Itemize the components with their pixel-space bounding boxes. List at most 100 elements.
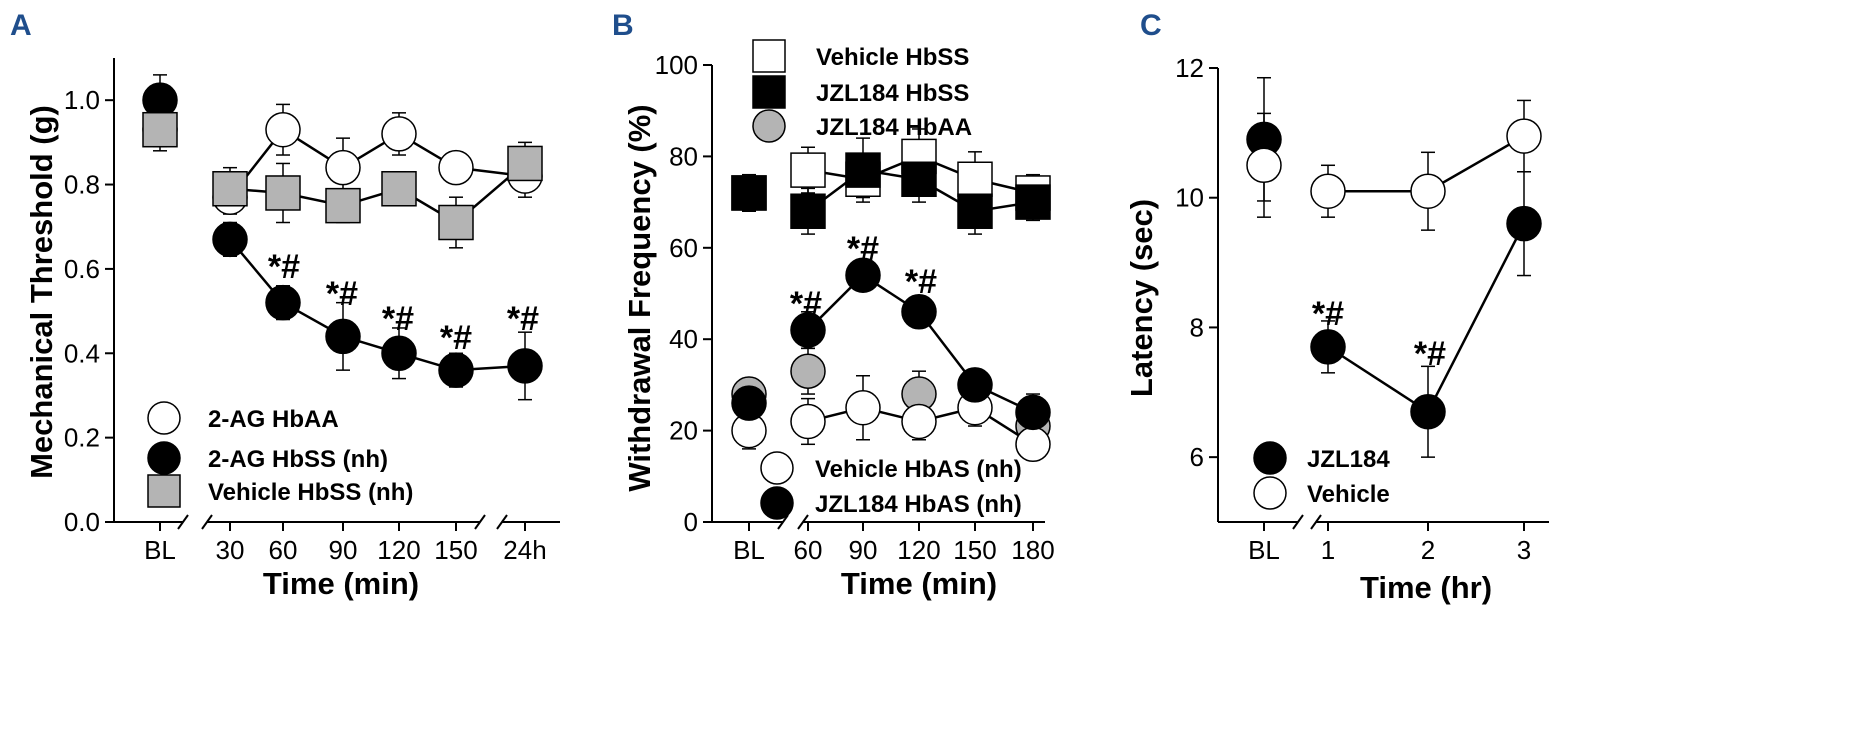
- data-point-jzl184-2: [1410, 393, 1446, 430]
- data-point-2-ag-hbss-nh-120: [381, 335, 417, 372]
- x-tick-label-30: 30: [216, 535, 245, 565]
- y-tick-label: 10: [1175, 183, 1204, 213]
- data-point-2-ag-hbss-nh-30: [212, 221, 248, 258]
- significance-annotation: *#: [382, 300, 414, 338]
- axis-break-mark: [777, 514, 789, 530]
- panel-letter-b: B: [612, 9, 634, 42]
- y-axis-title: Mechanical Threshold (g): [24, 105, 59, 479]
- y-tick-label: 0.0: [64, 507, 100, 537]
- data-point-vehicle-1: [1310, 173, 1346, 209]
- axis-break-mark: [797, 514, 809, 530]
- y-tick-label: 20: [669, 416, 698, 446]
- legend-label-vehicle-hbas-nh: Vehicle HbAS (nh): [815, 456, 1022, 483]
- data-point-vehicle-hbss-nh-150: [438, 204, 474, 241]
- x-tick-label-180: 180: [1011, 535, 1054, 565]
- panel-a: A 0.0 0.2 0.4 0.6 0.8 1.0 BL 30 60 90 120 150 24h Mech…: [10, 9, 560, 601]
- data-point-jzl184-hbas-nh-60: [790, 312, 826, 348]
- series-jzl184: [1257, 76, 1531, 458]
- axis-break-mark: [496, 514, 508, 530]
- series-vehicle: [1257, 99, 1531, 231]
- y-tick-label: 0.4: [64, 338, 100, 368]
- legend-label-2-ag-hbss-nh: 2-AG HbSS (nh): [208, 446, 388, 473]
- series-vehicle-hbas-nh: [742, 375, 1040, 459]
- data-point-2-ag-hbss-nh-90: [325, 318, 361, 355]
- x-tick-label-3: 3: [1517, 535, 1531, 565]
- data-point-vehicle-bl: [1246, 147, 1282, 184]
- y-tick-label: 0.8: [64, 170, 100, 200]
- data-point-jzl184-hbss-90: [845, 152, 881, 188]
- x-tick-label-120: 120: [897, 535, 940, 565]
- data-point-vehicle-hbas-nh-90: [845, 390, 881, 426]
- legend-label-vehicle-hbss: Vehicle HbSS: [816, 44, 969, 71]
- data-point-vehicle-2: [1410, 173, 1446, 209]
- legend-marker-2-ag-hbaa: [147, 401, 181, 435]
- legend-marker-2-ag-hbss-nh: [147, 441, 181, 475]
- data-point-2-ag-hbss-nh-24h: [507, 348, 543, 384]
- data-point-vehicle-hbss-nh-30: [212, 171, 248, 207]
- y-tick-label: 60: [669, 233, 698, 263]
- x-tick-label-bl: BL: [733, 535, 765, 565]
- panel-b: B 0 20 40 60 80 100 BL 60 90 120 150 180 Withdrawal F…: [612, 9, 1055, 601]
- axis-break-mark: [1310, 514, 1322, 530]
- data-point-jzl184-hbss-150: [957, 193, 993, 229]
- x-tick-label-120: 120: [377, 535, 420, 565]
- data-point-2-ag-hbaa-150: [438, 149, 474, 186]
- data-point-vehicle-hbss-60: [790, 152, 826, 188]
- y-tick-label: 0.2: [64, 423, 100, 453]
- data-point-jzl184-hbss-180: [1015, 184, 1051, 220]
- legend-label-vehicle-hbss-nh: Vehicle HbSS (nh): [208, 479, 413, 506]
- series-jzl184-hbss: [742, 137, 1040, 235]
- data-point-jzl184-hbaa-60: [790, 353, 826, 389]
- legend-label-vehicle: Vehicle: [1307, 481, 1390, 508]
- legend-marker-vehicle: [1253, 476, 1287, 510]
- y-tick-label: 0.6: [64, 254, 100, 284]
- legend-marker-vehicle-hbss: [752, 39, 786, 73]
- data-point-vehicle-3: [1506, 118, 1542, 154]
- x-tick-label-2: 2: [1421, 535, 1435, 565]
- data-point-jzl184-3: [1506, 205, 1542, 242]
- panel-letter-a: A: [10, 9, 32, 42]
- y-axis-title: Withdrawal Frequency (%): [622, 104, 657, 491]
- legend-label-jzl184-hbas-nh: JZL184 HbAS (nh): [815, 491, 1022, 518]
- legend-marker-vehicle-hbss-nh: [147, 474, 181, 508]
- data-point-2-ag-hbaa-60: [265, 111, 301, 148]
- significance-annotation: *#: [507, 300, 539, 338]
- legend-label-jzl184-hbss: JZL184 HbSS: [816, 80, 969, 107]
- x-tick-label-24h: 24h: [503, 535, 546, 565]
- legend-label-2-ag-hbaa: 2-AG HbAA: [208, 406, 339, 433]
- significance-annotation: *#: [326, 275, 358, 313]
- y-tick-label: 100: [655, 50, 698, 80]
- x-axis-title: Time (min): [263, 566, 419, 601]
- axis-break-mark: [177, 514, 189, 530]
- data-point-vehicle-hbss-nh-bl: [142, 111, 178, 148]
- data-point-vehicle-hbss-nh-60: [265, 175, 301, 211]
- significance-annotation: *#: [847, 230, 879, 268]
- significance-annotation: *#: [1312, 295, 1344, 333]
- data-point-vehicle-hbss-nh-120: [381, 171, 417, 207]
- data-point-jzl184-hbas-nh-90: [845, 257, 881, 293]
- y-tick-label: 0: [684, 507, 698, 537]
- x-axis-title: Time (min): [841, 566, 997, 601]
- legend-marker-jzl184-hbaa: [752, 109, 786, 143]
- data-point-vehicle-hbss-nh-24h: [507, 145, 543, 182]
- data-point-2-ag-hbss-nh-60: [265, 284, 301, 321]
- axis-break-mark: [201, 514, 213, 530]
- series-jzl184-hbas-nh: [742, 260, 1040, 432]
- significance-annotation: *#: [790, 285, 822, 323]
- x-axis-title: Time (hr): [1360, 570, 1492, 605]
- data-point-2-ag-hbaa-90: [325, 149, 361, 186]
- data-point-2-ag-hbaa-120: [381, 116, 417, 152]
- significance-annotation: *#: [440, 319, 472, 357]
- legend-marker-jzl184-hbss: [752, 75, 786, 109]
- legend-a: 2-AG HbAA 2-AG HbSS (nh) Vehicle HbSS (nh): [147, 401, 413, 508]
- data-point-jzl184-hbss-bl: [731, 175, 767, 211]
- legend-marker-vehicle-hbas-nh: [760, 451, 794, 485]
- series-line-jzl184: [1327, 223, 1526, 414]
- axis-break-mark: [1292, 514, 1304, 530]
- legend-c: JZL184 Vehicle: [1253, 441, 1390, 510]
- y-tick-label: 1.0: [64, 85, 100, 115]
- data-point-vehicle-hbss-nh-90: [325, 187, 361, 224]
- x-tick-label-150: 150: [953, 535, 996, 565]
